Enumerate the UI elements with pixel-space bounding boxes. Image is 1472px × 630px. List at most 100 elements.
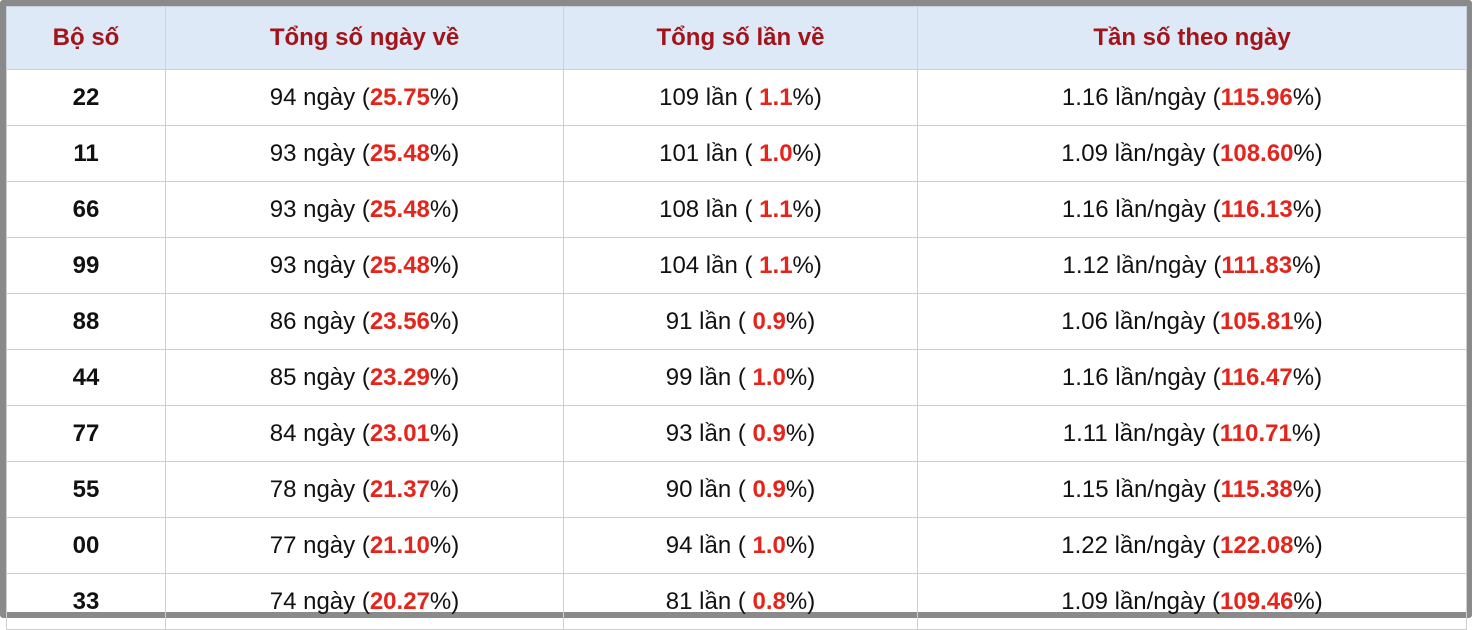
- cell-text: %): [792, 83, 822, 111]
- cell-text: 1.06 lần/ngày (: [1061, 307, 1221, 335]
- cell-text: 84 ngày (: [269, 419, 370, 447]
- percent-value: 0.9: [752, 307, 786, 335]
- stat-cell: 93 lần ( 0.9%): [563, 405, 918, 462]
- percent-value: 1.0: [752, 363, 786, 391]
- cell-text: %): [785, 363, 816, 391]
- stat-cell: 104 lần ( 1.1%): [563, 237, 918, 294]
- percent-value: 1.1: [759, 251, 793, 279]
- percent-value: 116.13: [1220, 195, 1293, 223]
- stat-cell: 93 ngày (25.48%): [165, 181, 564, 238]
- stat-cell: 108 lần ( 1.1%): [563, 181, 918, 238]
- cell-text: 109 lần (: [659, 83, 760, 111]
- cell-text: %): [429, 195, 460, 223]
- percent-value: 0.9: [752, 475, 786, 503]
- table-row: 66 93 ngày (25.48%) 108 lần ( 1.1%) 1.16 lầ…: [6, 181, 1467, 238]
- percent-value: 23.01: [369, 419, 430, 447]
- percent-value: 105.81: [1220, 307, 1294, 335]
- percent-value: 25.75: [369, 83, 430, 111]
- number-cell: 33: [6, 573, 166, 630]
- cell-text: %): [792, 139, 822, 167]
- number-cell: 11: [6, 125, 166, 182]
- cell-text: %): [429, 83, 460, 111]
- stat-cell: 1.12 lần/ngày (111.83%): [917, 237, 1467, 294]
- table-row: 77 84 ngày (23.01%) 93 lần ( 0.9%) 1.11 lần…: [6, 405, 1467, 462]
- stat-cell: 84 ngày (23.01%): [165, 405, 564, 462]
- number-cell: 22: [6, 69, 166, 126]
- percent-value: 122.08: [1220, 531, 1294, 559]
- cell-text: %): [785, 419, 816, 447]
- percent-value: 1.1: [759, 195, 793, 223]
- stat-cell: 94 lần ( 1.0%): [563, 517, 918, 574]
- cell-text: 1.09 lần/ngày (: [1061, 587, 1221, 615]
- cell-text: 101 lần (: [659, 139, 760, 167]
- percent-value: 109.46: [1220, 587, 1294, 615]
- cell-text: 85 ngày (: [269, 363, 370, 391]
- stat-cell: 101 lần ( 1.0%): [563, 125, 918, 182]
- cell-text: %): [429, 307, 460, 335]
- cell-text: 78 ngày (: [269, 475, 370, 503]
- stat-cell: 86 ngày (23.56%): [165, 293, 564, 350]
- number-cell: 55: [6, 461, 166, 518]
- stat-cell: 109 lần ( 1.1%): [563, 69, 918, 126]
- stat-cell: 93 ngày (25.48%): [165, 125, 564, 182]
- cell-text: %): [785, 531, 816, 559]
- cell-text: %): [785, 307, 816, 335]
- stat-cell: 1.09 lần/ngày (109.46%): [917, 573, 1467, 630]
- percent-value: 25.48: [369, 195, 430, 223]
- number-cell: 00: [6, 517, 166, 574]
- cell-text: 1.09 lần/ngày (: [1061, 139, 1221, 167]
- cell-text: %): [429, 251, 460, 279]
- table-row: 33 74 ngày (20.27%) 81 lần ( 0.8%) 1.09 lần…: [6, 573, 1467, 630]
- percent-value: 1.0: [752, 531, 786, 559]
- cell-text: 94 ngày (: [269, 83, 370, 111]
- cell-text: %): [429, 139, 460, 167]
- cell-text: 91 lần (: [665, 307, 753, 335]
- table-row: 88 86 ngày (23.56%) 91 lần ( 0.9%) 1.06 lần…: [6, 293, 1467, 350]
- cell-text: 99 lần (: [665, 363, 753, 391]
- number-cell: 44: [6, 349, 166, 406]
- percent-value: 1.1: [759, 83, 793, 111]
- stat-cell: 91 lần ( 0.9%): [563, 293, 918, 350]
- percent-value: 116.47: [1220, 363, 1293, 391]
- stat-cell: 1.06 lần/ngày (105.81%): [917, 293, 1467, 350]
- percent-value: 21.10: [369, 531, 430, 559]
- percent-value: 25.48: [369, 139, 430, 167]
- cell-text: 108 lần (: [659, 195, 760, 223]
- number-cell: 66: [6, 181, 166, 238]
- stats-table: Bộ số Tổng số ngày về Tổng số lần về Tần số…: [6, 6, 1467, 630]
- stat-cell: 85 ngày (23.29%): [165, 349, 564, 406]
- header-row: Bộ số Tổng số ngày về Tổng số lần về Tần số…: [6, 6, 1467, 70]
- stat-cell: 93 ngày (25.48%): [165, 237, 564, 294]
- percent-value: 20.27: [369, 587, 430, 615]
- stat-cell: 1.16 lần/ngày (116.47%): [917, 349, 1467, 406]
- cell-text: 1.11 lần/ngày (: [1062, 419, 1220, 447]
- table-row: 44 85 ngày (23.29%) 99 lần ( 1.0%) 1.16 lần…: [6, 349, 1467, 406]
- header-cell: Tần số theo ngày: [917, 6, 1467, 70]
- cell-text: 90 lần (: [665, 475, 753, 503]
- cell-text: 86 ngày (: [269, 307, 370, 335]
- table-body: 22 94 ngày (25.75%) 109 lần ( 1.1%) 1.16 lầ…: [6, 69, 1467, 630]
- cell-text: %): [792, 251, 822, 279]
- cell-text: %): [1292, 363, 1323, 391]
- cell-text: %): [1293, 531, 1323, 559]
- percent-value: 21.37: [369, 475, 430, 503]
- stat-cell: 1.11 lần/ngày (110.71%): [917, 405, 1467, 462]
- stat-cell: 77 ngày (21.10%): [165, 517, 564, 574]
- table-row: 55 78 ngày (21.37%) 90 lần ( 0.9%) 1.15 lần…: [6, 461, 1467, 518]
- stat-cell: 1.16 lần/ngày (116.13%): [917, 181, 1467, 238]
- cell-text: 74 ngày (: [269, 587, 370, 615]
- cell-text: %): [1291, 419, 1322, 447]
- table-row: 99 93 ngày (25.48%) 104 lần ( 1.1%) 1.12 lầ…: [6, 237, 1467, 294]
- cell-text: %): [1293, 307, 1323, 335]
- cell-text: %): [429, 531, 460, 559]
- cell-text: 93 lần (: [665, 419, 753, 447]
- cell-text: 1.12 lần/ngày (: [1062, 251, 1222, 279]
- cell-text: %): [1293, 139, 1323, 167]
- percent-value: 115.38: [1220, 475, 1293, 503]
- cell-text: %): [1292, 195, 1323, 223]
- percent-value: 115.96: [1220, 83, 1293, 111]
- cell-text: %): [792, 195, 822, 223]
- stat-cell: 74 ngày (20.27%): [165, 573, 564, 630]
- cell-text: %): [1293, 587, 1323, 615]
- stat-cell: 1.22 lần/ngày (122.08%): [917, 517, 1467, 574]
